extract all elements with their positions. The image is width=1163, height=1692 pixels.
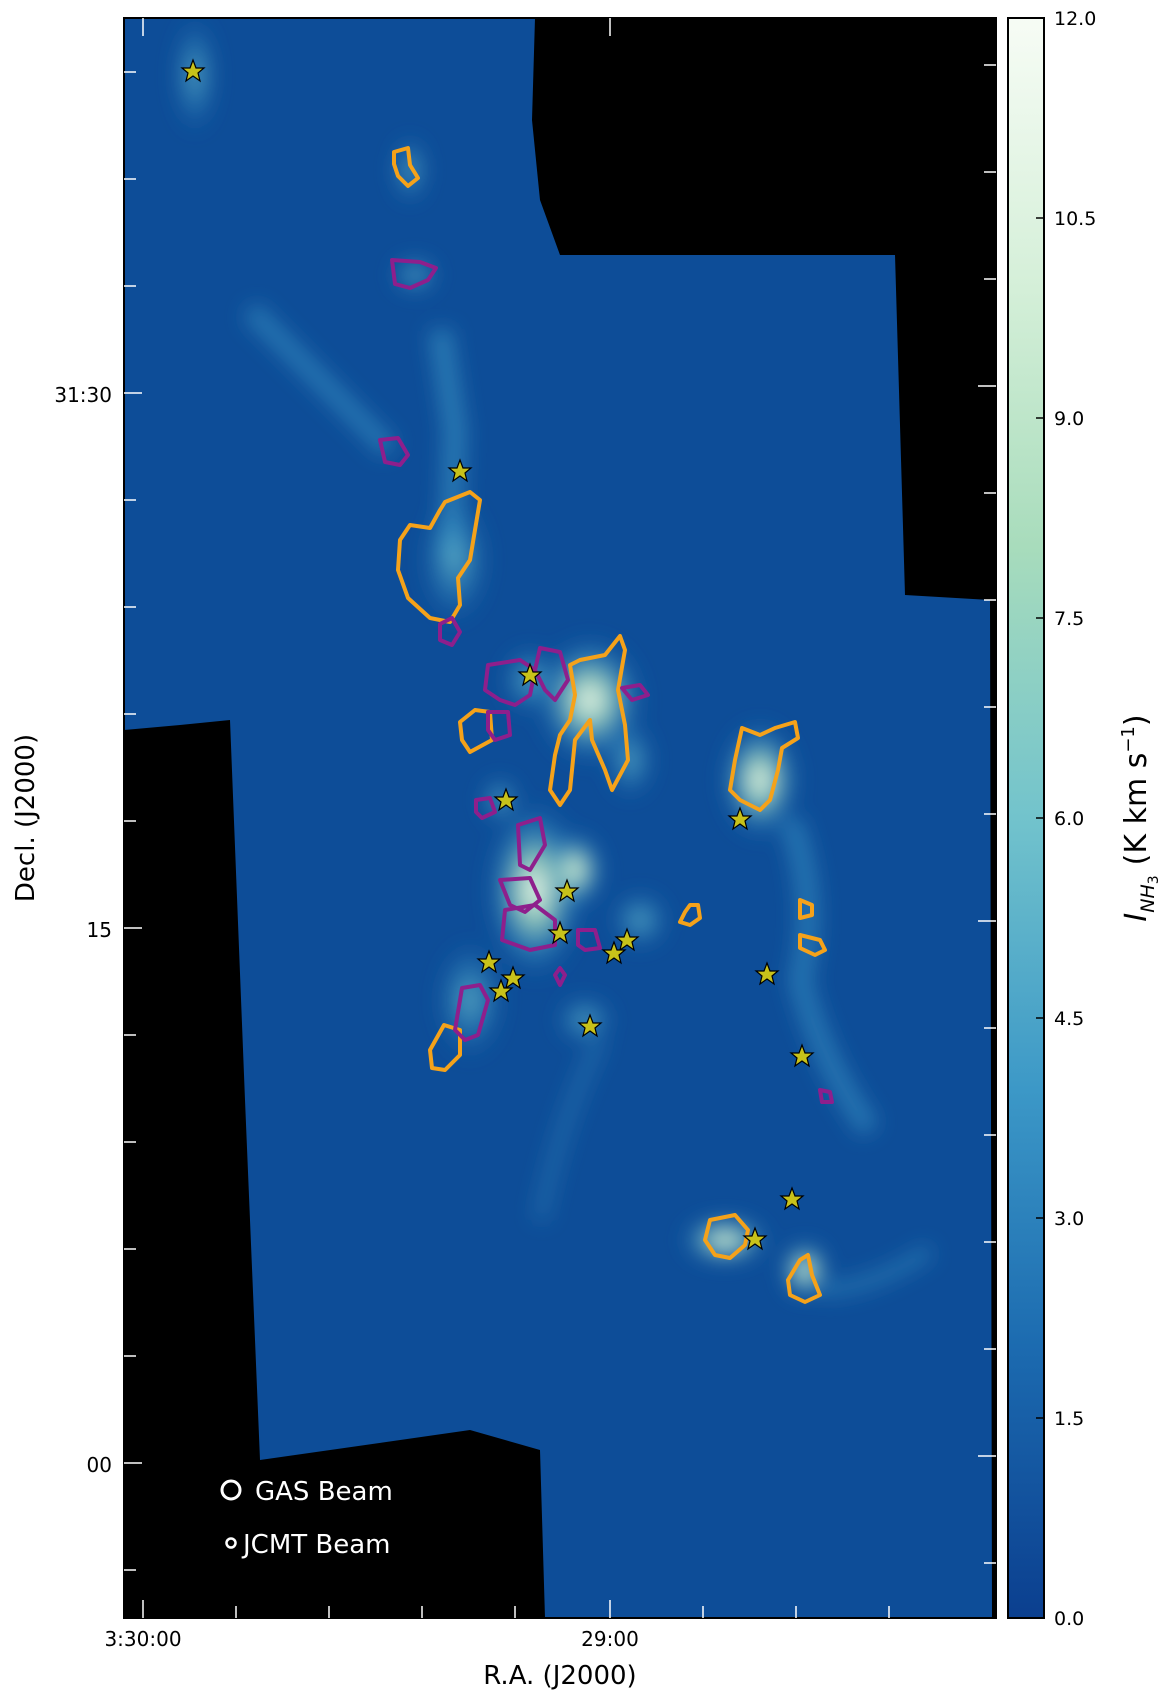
star-marker <box>754 961 780 986</box>
x-axis-label: R.A. (J2000) <box>483 1661 636 1691</box>
colorbar-tick-label: 4.5 <box>1054 1008 1084 1030</box>
orange-contours <box>392 146 827 1304</box>
star-marker <box>447 458 473 483</box>
purple-contours <box>378 258 834 1104</box>
star-marker <box>601 940 627 965</box>
star-marker <box>779 1186 805 1211</box>
colorbar-tick-label: 7.5 <box>1054 608 1084 630</box>
svg-text:INH3(K km s−1): INH3(K km s−1) <box>1118 714 1162 921</box>
star-marker <box>476 949 502 974</box>
colorbar-tick-label: 1.5 <box>1054 1408 1084 1430</box>
colorbar-tick-label: 0.0 <box>1054 1608 1084 1630</box>
plot-frame <box>123 17 997 1619</box>
y-tick-label: 31:30 <box>54 383 112 407</box>
colorbar-tick-label: 12.0 <box>1054 8 1096 30</box>
star-marker <box>727 806 753 831</box>
y-axis-label: Decl. (J2000) <box>11 734 41 902</box>
colorbar-tick-label: 6.0 <box>1054 808 1084 830</box>
colorbar-tick-label: 9.0 <box>1054 408 1084 430</box>
star-marker <box>493 787 519 812</box>
colorbar-ticks <box>1036 17 1044 1619</box>
y-tick-label: 00 <box>87 1453 112 1477</box>
jcmt-beam-label: JCMT Beam <box>241 1530 391 1560</box>
star-marker <box>180 58 206 83</box>
x-tick-label: 3:30:00 <box>104 1627 181 1651</box>
colorbar-label: INH3(K km s−1) <box>1118 714 1162 921</box>
star-marker <box>547 920 573 945</box>
colorbar-tick-label: 10.5 <box>1054 208 1096 230</box>
star-marker <box>554 878 580 903</box>
colorbar-tick-label: 3.0 <box>1054 1208 1084 1230</box>
gas-beam-circle <box>220 1479 242 1501</box>
star-marker <box>500 965 526 990</box>
star-marker <box>577 1013 603 1038</box>
star-marker <box>517 662 543 687</box>
star-marker <box>488 978 514 1003</box>
star-markers <box>180 58 815 1251</box>
y-tick-label: 15 <box>87 918 112 942</box>
star-marker <box>742 1226 768 1251</box>
gas-beam-label: GAS Beam <box>255 1477 393 1507</box>
x-tick-label: 29:00 <box>581 1627 639 1651</box>
jcmt-beam-circle <box>225 1537 237 1549</box>
axis-ticks <box>124 18 996 1618</box>
star-marker <box>789 1043 815 1068</box>
star-marker <box>614 927 640 952</box>
